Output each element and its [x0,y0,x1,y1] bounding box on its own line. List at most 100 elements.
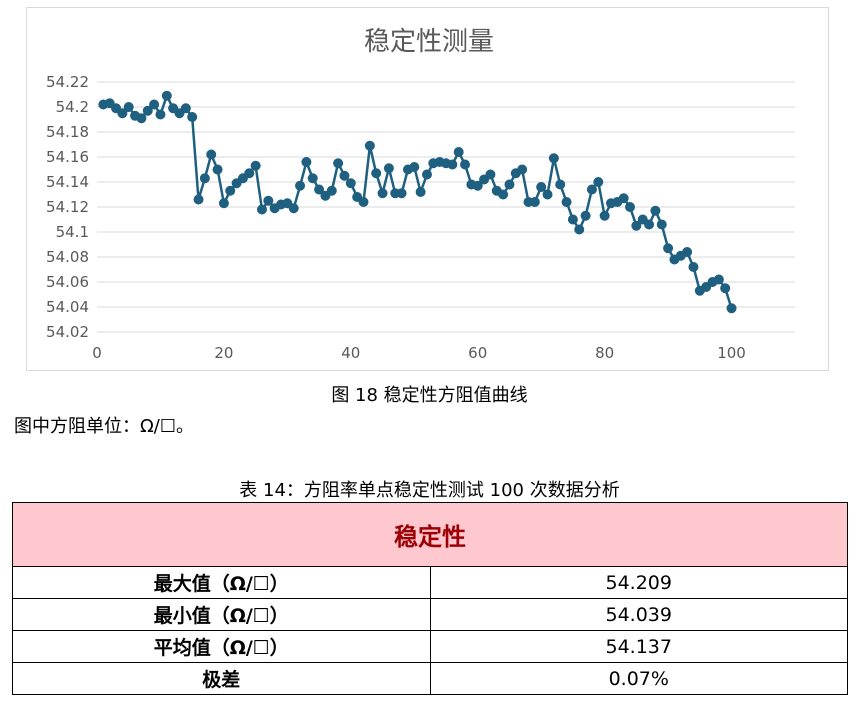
data-point [142,105,153,116]
y-tick-label: 54.14 [46,173,89,191]
data-point [599,210,610,221]
data-point [485,169,496,180]
data-point [263,195,274,206]
data-point [618,193,629,204]
data-point [371,168,382,179]
data-point [561,197,572,207]
row-label-avg: 平均值（Ω/☐） [12,630,431,663]
data-point [663,243,674,254]
grid-lines [97,81,795,333]
x-tick-label: 40 [341,344,360,362]
data-point [149,99,160,110]
row-label-max: 最大值（Ω/☐） [12,566,431,599]
figure-caption: 图 18 稳定性方阻值曲线 [331,385,528,406]
table-header-row: 稳定性 [12,502,848,567]
chart-frame: 稳定性测量 54.02 54.04 54.06 54.08 54.1 54.12 54.14… [26,7,829,371]
data-point [123,102,134,112]
x-tick-label: 20 [214,344,233,362]
data-point [383,163,394,174]
row-value-avg: 54.137 [429,630,848,663]
data-point [631,220,642,231]
data-point [307,173,318,184]
data-point [301,157,312,167]
axis-labels: 54.02 54.04 54.06 54.08 54.1 54.12 54.14 54.16 5… [46,73,746,362]
data-point [295,180,306,191]
data-point [504,179,515,190]
y-tick-label: 54.18 [46,123,89,141]
data-point [472,180,483,191]
data-point [180,103,191,114]
y-tick-label: 54.22 [46,73,89,91]
data-point [288,203,299,214]
y-tick-label: 54.1 [56,223,89,241]
data-point [593,177,604,187]
data-point [460,159,471,170]
y-tick-label: 54.02 [46,323,89,341]
data-point [548,153,559,164]
row-value-max: 54.209 [429,566,848,599]
data-point [333,158,344,169]
data-point [726,303,737,314]
y-tick-label: 54.06 [46,273,89,291]
x-tick-label: 80 [595,344,614,362]
data-point [447,159,458,170]
row-value-min: 54.039 [429,598,848,631]
row-label-min: 最小值（Ω/☐） [12,598,431,631]
data-point [345,178,356,189]
data-point [536,182,547,192]
y-tick-label: 54.04 [46,298,89,316]
data-point [580,210,591,221]
data-point [415,187,426,197]
stability-stats-table: 稳定性 最大值（Ω/☐） 54.209 最小值（Ω/☐） 54.039 平均值（… [12,502,848,695]
x-tick-label: 0 [92,344,102,362]
y-tick-label: 54.12 [46,198,89,216]
data-point [377,188,388,199]
data-point [529,197,540,207]
data-point [586,184,597,195]
data-point [682,247,693,257]
series-polyline [103,94,733,309]
y-tick-label: 54.08 [46,248,89,266]
data-point [364,140,375,151]
data-point [650,205,661,216]
data-point [688,262,699,272]
y-tick-label: 54.16 [46,148,89,166]
data-point [517,164,528,175]
table-caption: 表 14：方阻率单点稳定性测试 100 次数据分析 [239,480,620,501]
data-point [187,112,198,122]
data-point [206,149,217,160]
table-row: 极差 0.07% [12,662,848,695]
data-point [358,197,369,207]
data-point [117,108,128,119]
data-point [225,185,236,196]
data-point [453,147,464,157]
data-point [136,113,147,124]
row-value-range: 0.07% [429,662,848,695]
data-point [339,170,350,181]
data-point [555,179,566,190]
data-point [625,202,636,212]
y-tick-label: 54.2 [56,98,89,116]
data-point [656,219,667,230]
data-point [256,204,267,215]
data-point [542,189,553,200]
table-row: 最大值（Ω/☐） 54.209 [12,566,848,599]
data-point [713,274,724,285]
data-point [644,219,655,230]
data-point [161,90,172,101]
data-point [421,169,432,180]
data-point [326,185,337,196]
data-point [155,109,166,120]
unit-note: 图中方阻单位：Ω/☐。 [14,416,194,437]
data-point [244,168,255,179]
data-point [396,188,407,199]
data-point [193,194,204,205]
table-row: 平均值（Ω/☐） 54.137 [12,630,848,663]
data-point [250,160,261,171]
data-point [720,283,731,294]
table-row: 最小值（Ω/☐） 54.039 [12,598,848,631]
x-tick-label: 60 [468,344,487,362]
data-point [567,214,578,225]
data-point [409,162,420,172]
data-point [218,198,229,209]
